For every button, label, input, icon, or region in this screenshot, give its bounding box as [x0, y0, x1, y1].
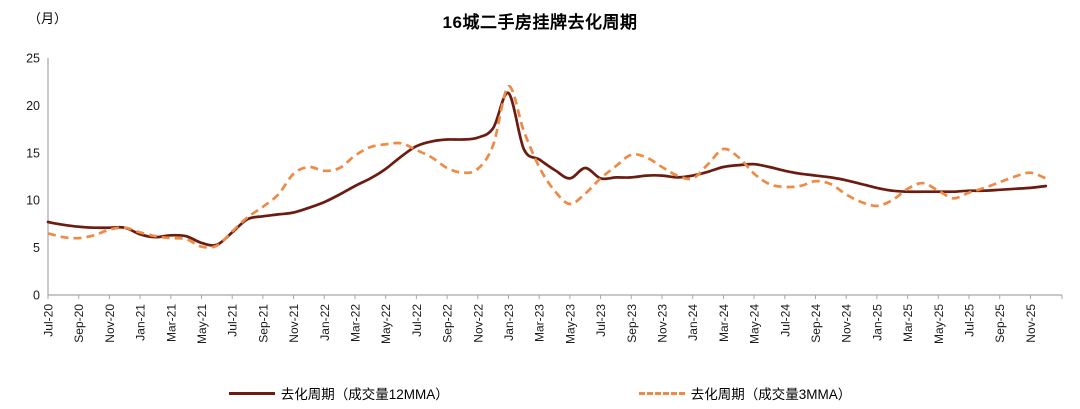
y-axis-tick-label: 10	[26, 194, 40, 208]
x-axis-tick-label: Mar-23	[533, 304, 547, 342]
legend-label-12mma: 去化周期（成交量12MMA）	[280, 387, 449, 402]
solid-line-swatch-icon	[228, 391, 275, 395]
series-3mma-line	[47, 85, 1047, 249]
legend-label-3mma: 去化周期（成交量3MMA）	[690, 387, 852, 402]
x-axis-tick-label: May-25	[932, 304, 946, 344]
x-axis-tick-label: Sep-25	[993, 304, 1007, 343]
x-axis-tick-label: May-24	[748, 304, 762, 344]
x-axis-tick-label: Nov-20	[103, 304, 117, 343]
series-12mma-line	[46, 91, 1048, 247]
x-axis-tick-label: Jul-25	[963, 304, 977, 337]
x-axis-tick-label: Jan-25	[870, 304, 884, 341]
x-axis-tick-label: Nov-22	[471, 304, 485, 343]
dashed-line-swatch-icon	[638, 391, 685, 395]
y-axis-unit-label: （月）	[28, 11, 68, 26]
y-axis-tick-label: 15	[26, 146, 40, 160]
x-axis-tick-label: Nov-24	[840, 304, 854, 343]
x-axis-tick-label: Jan-22	[318, 304, 332, 341]
legend-item-3mma: 去化周期（成交量3MMA）	[638, 383, 852, 403]
x-axis-tick-label: Sep-22	[441, 304, 455, 343]
x-axis-tick-label: Sep-21	[256, 304, 270, 343]
x-axis-tick-label: Jan-24	[686, 304, 700, 341]
y-axis-tick-label: 20	[26, 99, 40, 113]
x-axis-tick-label: Sep-23	[625, 304, 639, 343]
x-axis-tick-label: Sep-24	[809, 304, 823, 343]
x-axis-tick-label: Jul-22	[410, 304, 424, 337]
x-axis-tick-label: Sep-20	[72, 304, 86, 343]
x-axis-tick-label: Nov-23	[656, 304, 670, 343]
x-axis-tick-label: Nov-21	[287, 304, 301, 343]
x-axis-tick-label: Mar-22	[349, 304, 363, 342]
chart-title: 16城二手房挂牌去化周期	[442, 13, 638, 32]
x-axis-tick-label: Mar-25	[901, 304, 915, 342]
x-axis-tick-label: Jul-20	[42, 304, 56, 337]
x-axis-tick-label: May-22	[379, 304, 393, 344]
x-axis-tick-label: Mar-24	[717, 304, 731, 342]
chart-legend: 去化周期（成交量12MMA） 去化周期（成交量3MMA）	[0, 383, 1080, 403]
x-axis-tick-label: Jan-23	[502, 304, 516, 341]
x-axis-tick-label: Jul-21	[226, 304, 240, 337]
y-axis-tick-label: 5	[33, 241, 40, 255]
x-axis-tick-label: Jul-24	[778, 304, 792, 337]
x-axis-tick-label: May-21	[195, 304, 209, 344]
x-axis-tick-label: Jul-23	[594, 304, 608, 337]
x-axis-tick-label: Nov-25	[1024, 304, 1038, 343]
legend-item-12mma: 去化周期（成交量12MMA）	[228, 383, 449, 403]
x-axis-tick-label: Jan-21	[134, 304, 148, 341]
y-axis-tick-label: 25	[26, 52, 40, 66]
line-chart-canvas: 0 5 10 15 20 25 Jul-20 Sep-20 Nov-20 Jan-21 Mar-21…	[26, 52, 1063, 344]
chart-header: （月） 16城二手房挂牌去化周期	[0, 0, 1080, 36]
x-axis-tick-label: May-23	[563, 304, 577, 344]
y-axis-tick-label: 0	[33, 289, 40, 303]
x-axis-tick-label: Mar-21	[164, 304, 178, 342]
